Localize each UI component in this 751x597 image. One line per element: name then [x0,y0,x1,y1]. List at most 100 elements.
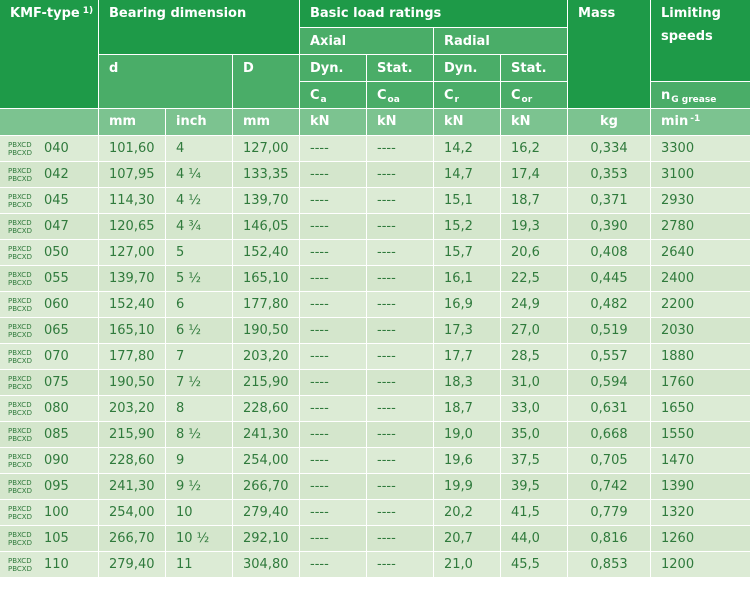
size-number: 055 [44,271,69,286]
cell-cor: 41,5 [501,500,569,526]
cell-cor: 45,5 [501,552,569,578]
ng-grease-header: nG grease [651,82,751,109]
cell-coa: ---- [367,344,434,370]
cell-d: 228,60 [99,448,166,474]
cell-cr: 16,9 [434,292,501,318]
cell-ca: ---- [300,422,367,448]
size-number: 085 [44,427,69,442]
unit-cor-kn: kN [501,109,569,136]
cell-speed: 2780 [651,214,751,240]
table-row: PBXCD PBCXD 042 107,95 4 ¼ 133,35 ---- ---- 14,7… [0,162,751,188]
kmf-type-cell: PBXCD PBCXD 080 [0,396,99,422]
cell-coa: ---- [367,422,434,448]
cell-ca: ---- [300,214,367,240]
table-row: PBXCD PBCXD 095 241,30 9 ½ 266,70 ---- ---- 19,9… [0,474,751,500]
cell-d: 114,30 [99,188,166,214]
cell-ca: ---- [300,500,367,526]
kmf-type-cell: PBXCD PBCXD 040 [0,136,99,162]
cell-coa: ---- [367,266,434,292]
unit-blank [0,109,99,136]
cell-ca: ---- [300,318,367,344]
cell-d: 203,20 [99,396,166,422]
cell-cr: 14,2 [434,136,501,162]
radial-header: Radial [434,28,569,55]
cell-mass: 0,353 [568,162,652,188]
cell-inch: 4 ¼ [166,162,233,188]
table-row: PBXCD PBCXD 040 101,60 4 127,00 ---- ---- 14,2 16… [0,136,751,162]
cell-cor: 35,0 [501,422,569,448]
kmf-type-cell: PBXCD PBCXD 070 [0,344,99,370]
axial-stat-header: Stat. [367,55,434,82]
cell-ca: ---- [300,552,367,578]
kmf-type-cell: PBXCD PBCXD 095 [0,474,99,500]
unit-d-mm: mm [99,109,166,136]
cell-cr: 20,2 [434,500,501,526]
cell-ca: ---- [300,188,367,214]
cell-speed: 1760 [651,370,751,396]
series-label: PBXCD PBCXD [8,452,32,469]
cell-cor: 24,9 [501,292,569,318]
unit-coa-kn: kN [367,109,434,136]
cell-speed: 1320 [651,500,751,526]
cell-coa: ---- [367,474,434,500]
cell-cor: 17,4 [501,162,569,188]
unit-mass-kg: kg [568,109,652,136]
cell-speed: 2200 [651,292,751,318]
cell-speed: 1550 [651,422,751,448]
size-number: 065 [44,323,69,338]
cell-cor: 33,0 [501,396,569,422]
cell-inch: 4 ½ [166,188,233,214]
cell-coa: ---- [367,136,434,162]
axial-dyn-header: Dyn. [300,55,367,82]
limiting-speeds-header: Limiting speeds [651,0,751,82]
cell-cr: 17,3 [434,318,501,344]
cell-mass: 0,390 [568,214,652,240]
cell-coa: ---- [367,552,434,578]
cell-d: 107,95 [99,162,166,188]
unit-speed-min: min -1 [651,109,751,136]
table-row: PBXCD PBCXD 055 139,70 5 ½ 165,10 ---- ---- 16,1… [0,266,751,292]
ca-header: Ca [300,82,367,109]
cell-D: 165,10 [233,266,300,292]
series-label: PBXCD PBCXD [8,296,32,313]
cell-mass: 0,519 [568,318,652,344]
cell-inch: 10 [166,500,233,526]
series-label: PBXCD PBCXD [8,504,32,521]
cell-inch: 9 [166,448,233,474]
size-number: 047 [44,219,69,234]
cell-ca: ---- [300,526,367,552]
series-label: PBXCD PBCXD [8,530,32,547]
kmf-type-cell: PBXCD PBCXD 055 [0,266,99,292]
cell-ca: ---- [300,266,367,292]
series-label: PBXCD PBCXD [8,400,32,417]
radial-dyn-header: Dyn. [434,55,501,82]
cell-ca: ---- [300,370,367,396]
cell-D: 133,35 [233,162,300,188]
cell-ca: ---- [300,136,367,162]
bearing-dimension-header: Bearing dimension [99,0,300,55]
cell-speed: 2400 [651,266,751,292]
cell-inch: 4 ¾ [166,214,233,240]
cell-cr: 15,7 [434,240,501,266]
cell-ca: ---- [300,474,367,500]
size-number: 042 [44,167,69,182]
cell-coa: ---- [367,240,434,266]
cell-D: 215,90 [233,370,300,396]
cell-coa: ---- [367,292,434,318]
cell-D: 190,50 [233,318,300,344]
cell-d: 101,60 [99,136,166,162]
series-label: PBXCD PBCXD [8,374,32,391]
unit-d-inch: inch [166,109,233,136]
cell-speed: 1470 [651,448,751,474]
table-row: PBXCD PBCXD 075 190,50 7 ½ 215,90 ---- ---- 18,3… [0,370,751,396]
cell-d: 254,00 [99,500,166,526]
cell-d: 165,10 [99,318,166,344]
cell-mass: 0,742 [568,474,652,500]
cell-cr: 17,7 [434,344,501,370]
cell-D: 152,40 [233,240,300,266]
cell-mass: 0,668 [568,422,652,448]
table-row: PBXCD PBCXD 090 228,60 9 254,00 ---- ---- 19,6 37… [0,448,751,474]
cell-cor: 22,5 [501,266,569,292]
cell-mass: 0,594 [568,370,652,396]
cell-D: 266,70 [233,474,300,500]
